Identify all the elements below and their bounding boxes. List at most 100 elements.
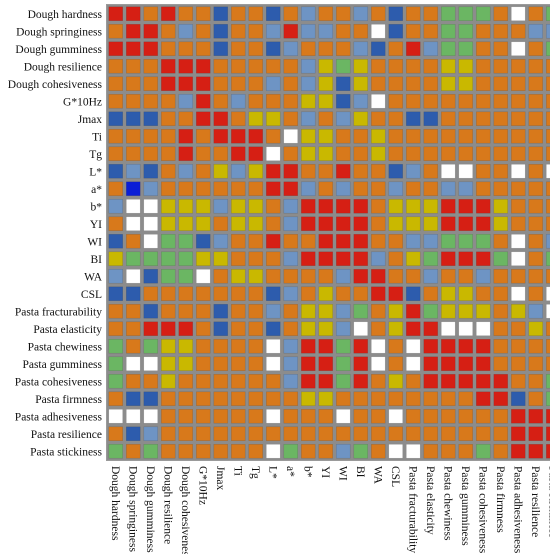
heatmap-cell-pasta-cohesiveness-dough-springiness	[126, 374, 140, 388]
heatmap-cell-dough-gumminess-wa	[371, 42, 385, 56]
heatmap-cell-dough-hardness-csl	[389, 7, 403, 21]
heatmap-cell-jmax-tg	[249, 112, 263, 126]
heatmap-cell-g-10hz-dough-hardness	[109, 94, 123, 108]
heatmap-cell-csl-jmax	[214, 287, 228, 301]
heatmap-cell-dough-hardness-wa	[371, 7, 385, 21]
heatmap-cell-g-10hz-wa	[371, 94, 385, 108]
heatmap-cell-dough-gumminess-l	[266, 42, 280, 56]
heatmap-cell-pasta-elasticity-tg	[249, 322, 263, 336]
heatmap-cell-pasta-firmness-jmax	[214, 392, 228, 406]
heatmap-grid	[106, 4, 550, 461]
heatmap-cell-dough-gumminess-pasta-gumminess	[459, 42, 473, 56]
heatmap-cell-dough-gumminess-b	[301, 42, 315, 56]
column-label-jmax: Jmax	[214, 466, 226, 491]
heatmap-cell-g-10hz-bi	[354, 94, 368, 108]
heatmap-cell-jmax-yi	[319, 112, 333, 126]
heatmap-cell-pasta-adhesiveness-dough-springiness	[126, 409, 140, 423]
heatmap-cell-pasta-gumminess-pasta-fracturability	[406, 357, 420, 371]
heatmap-cell-g-10hz-a	[284, 94, 298, 108]
heatmap-cell-dough-springiness-l	[266, 24, 280, 38]
heatmap-cell-g-10hz-pasta-chewiness	[441, 94, 455, 108]
heatmap-cell-pasta-fracturability-pasta-gumminess	[459, 304, 473, 318]
heatmap-cell-dough-hardness-b	[301, 7, 315, 21]
heatmap-cell-csl-wi	[336, 287, 350, 301]
heatmap-cell-pasta-adhesiveness-pasta-elasticity	[424, 409, 438, 423]
heatmap-cell-b-pasta-elasticity	[424, 199, 438, 213]
heatmap-cell-pasta-firmness-pasta-cohesiveness	[476, 392, 490, 406]
heatmap-cell-jmax-pasta-gumminess	[459, 112, 473, 126]
heatmap-cell-l-pasta-chewiness	[441, 164, 455, 178]
heatmap-cell-pasta-firmness-b	[301, 392, 315, 406]
heatmap-cell-csl-pasta-fracturability	[406, 287, 420, 301]
heatmap-cell-l-g-10hz	[196, 164, 210, 178]
heatmap-cell-dough-gumminess-wi	[336, 42, 350, 56]
heatmap-cell-pasta-resilience-l	[266, 427, 280, 441]
heatmap-cell-dough-cohesiveness-pasta-resilience	[529, 77, 543, 91]
heatmap-cell-pasta-resilience-bi	[354, 427, 368, 441]
heatmap-cell-b-tg	[249, 199, 263, 213]
heatmap-cell-pasta-chewiness-csl	[389, 339, 403, 353]
heatmap-cell-csl-dough-cohesiveness	[179, 287, 193, 301]
heatmap-cell-pasta-elasticity-dough-springiness	[126, 322, 140, 336]
row-label-pasta-elasticity: Pasta elasticity	[33, 324, 102, 336]
heatmap-cell-g-10hz-pasta-stickiness	[546, 94, 550, 108]
heatmap-cell-dough-resilience-pasta-firmness	[494, 59, 508, 73]
heatmap-cell-wi-bi	[354, 234, 368, 248]
heatmap-cell-b-bi	[354, 199, 368, 213]
heatmap-cell-ti-dough-resilience	[161, 129, 175, 143]
heatmap-cell-tg-pasta-cohesiveness	[476, 147, 490, 161]
heatmap-cell-tg-dough-cohesiveness	[179, 147, 193, 161]
heatmap-cell-dough-springiness-ti	[231, 24, 245, 38]
heatmap-cell-dough-resilience-pasta-stickiness	[546, 59, 550, 73]
heatmap-cell-pasta-fracturability-jmax	[214, 304, 228, 318]
heatmap-cell-pasta-adhesiveness-yi	[319, 409, 333, 423]
heatmap-cell-jmax-dough-hardness	[109, 112, 123, 126]
heatmap-cell-tg-pasta-stickiness	[546, 147, 550, 161]
heatmap-cell-dough-resilience-pasta-chewiness	[441, 59, 455, 73]
heatmap-cell-pasta-fracturability-tg	[249, 304, 263, 318]
row-label-bi: BI	[91, 254, 103, 266]
heatmap-cell-pasta-elasticity-l	[266, 322, 280, 336]
heatmap-cell-pasta-resilience-pasta-chewiness	[441, 427, 455, 441]
heatmap-cell-dough-springiness-wa	[371, 24, 385, 38]
heatmap-cell-pasta-chewiness-a	[284, 339, 298, 353]
heatmap-cell-bi-yi	[319, 252, 333, 266]
heatmap-cell-ti-pasta-fracturability	[406, 129, 420, 143]
heatmap-cell-pasta-stickiness-csl	[389, 444, 403, 458]
heatmap-cell-dough-gumminess-pasta-resilience	[529, 42, 543, 56]
heatmap-cell-dough-gumminess-pasta-firmness	[494, 42, 508, 56]
heatmap-cell-dough-hardness-dough-cohesiveness	[179, 7, 193, 21]
heatmap-cell-bi-pasta-elasticity	[424, 252, 438, 266]
heatmap-cell-pasta-resilience-pasta-fracturability	[406, 427, 420, 441]
heatmap-cell-pasta-firmness-ti	[231, 392, 245, 406]
row-label-yi: YI	[90, 219, 102, 231]
heatmap-cell-l-wa	[371, 164, 385, 178]
heatmap-cell-pasta-elasticity-jmax	[214, 322, 228, 336]
heatmap-cell-pasta-chewiness-tg	[249, 339, 263, 353]
heatmap-cell-wi-l	[266, 234, 280, 248]
heatmap-cell-jmax-jmax	[214, 112, 228, 126]
heatmap-cell-bi-pasta-adhesiveness	[511, 252, 525, 266]
column-label-bi: BI	[354, 466, 366, 478]
heatmap-cell-wa-pasta-elasticity	[424, 269, 438, 283]
heatmap-cell-csl-b	[301, 287, 315, 301]
heatmap-cell-dough-resilience-jmax	[214, 59, 228, 73]
heatmap-cell-pasta-adhesiveness-csl	[389, 409, 403, 423]
row-label-pasta-stickiness: Pasta stickiness	[30, 446, 102, 458]
heatmap-cell-pasta-resilience-dough-cohesiveness	[179, 427, 193, 441]
heatmap-cell-b-b	[301, 199, 315, 213]
heatmap-cell-wa-pasta-firmness	[494, 269, 508, 283]
heatmap-cell-l-pasta-resilience	[529, 164, 543, 178]
heatmap-cell-pasta-cohesiveness-dough-hardness	[109, 374, 123, 388]
heatmap-cell-l-dough-cohesiveness	[179, 164, 193, 178]
heatmap-cell-tg-l	[266, 147, 280, 161]
heatmap-cell-pasta-fracturability-csl	[389, 304, 403, 318]
heatmap-cell-g-10hz-g-10hz	[196, 94, 210, 108]
heatmap-cell-pasta-stickiness-tg	[249, 444, 263, 458]
heatmap-cell-pasta-firmness-l	[266, 392, 280, 406]
heatmap-cell-pasta-cohesiveness-dough-cohesiveness	[179, 374, 193, 388]
heatmap-cell-l-pasta-gumminess	[459, 164, 473, 178]
heatmap-cell-dough-gumminess-pasta-fracturability	[406, 42, 420, 56]
heatmap-cell-pasta-elasticity-pasta-resilience	[529, 322, 543, 336]
